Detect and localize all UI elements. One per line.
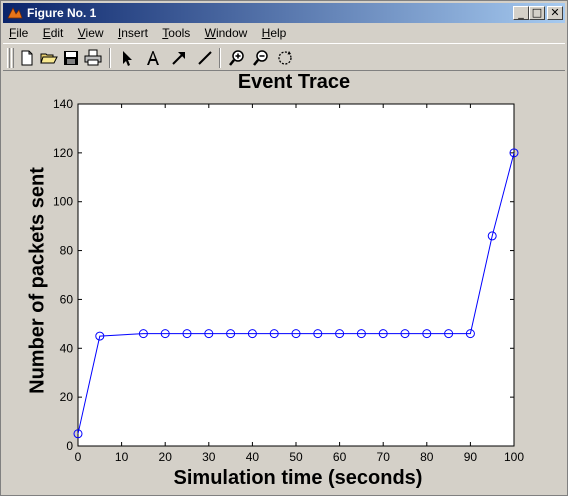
y-tick-label: 140 [53,97,73,111]
menu-tools-rest: ools [168,26,191,40]
x-tick-label: 90 [464,450,478,464]
data-point [138,329,148,339]
save-icon[interactable] [61,48,81,68]
x-tick-label: 70 [377,450,391,464]
menu-edit-rest: dit [50,26,64,40]
menu-window-rest: indow [215,26,248,40]
menu-help[interactable]: Help [261,26,287,40]
data-point [465,329,475,339]
x-tick-label: 50 [289,450,303,464]
data-point [247,329,257,339]
title-bar[interactable]: Figure No. 1 _ □ ✕ [3,3,565,23]
toolbar [3,43,565,71]
zoom-out-icon[interactable] [251,48,271,68]
y-tick-label: 100 [53,195,73,209]
x-tick-label: 40 [246,450,260,464]
x-tick-label: 60 [333,450,347,464]
data-point [335,329,345,339]
menu-file[interactable]: File [9,26,29,40]
menu-insert-rest: nsert [121,26,148,40]
plot-title: Event Trace [237,71,351,93]
matlab-logo-icon [7,7,23,19]
data-point [378,329,388,339]
data-point [73,429,83,439]
window-title: Figure No. 1 [27,6,97,20]
data-point [487,231,497,241]
y-tick-label: 80 [60,244,74,258]
data-point [269,329,279,339]
data-point [444,329,454,339]
arrow-icon[interactable] [169,48,189,68]
plot-svg: 0 10 20 30 40 50 60 70 80 90 100 0 20 40 60 80 100 120 140 [53,97,524,464]
figure-canvas: 0 10 20 30 40 50 60 70 80 90 100 0 20 40 60 80 100 120 140… [3,71,565,493]
x-tick-label: 100 [504,450,524,464]
x-tick-label: 0 [75,450,82,464]
menu-view[interactable]: View [77,26,104,40]
data-point [422,329,432,339]
zoom-in-icon[interactable] [227,48,247,68]
x-tick-label: 10 [115,450,129,464]
menu-view-rest: iew [85,26,104,40]
text-icon[interactable] [143,48,163,68]
y-tick-label: 0 [66,439,73,453]
maximize-button[interactable]: □ [529,6,545,20]
close-button[interactable]: ✕ [547,6,563,20]
toolbar-separator-2 [219,48,221,68]
menu-edit[interactable]: Edit [42,26,64,40]
axis-ticks: 0 10 20 30 40 50 60 70 80 90 100 0 20 40 60 80 100 120 140 [53,97,524,464]
menu-tools[interactable]: Tools [162,26,191,40]
data-point [509,148,519,158]
pointer-icon[interactable] [117,48,137,68]
x-axis-label: Simulation time (seconds) [173,467,423,489]
rotate-icon[interactable] [275,48,295,68]
minimize-button[interactable]: _ [513,6,529,20]
menu-insert[interactable]: Insert [117,26,148,40]
data-point [226,329,236,339]
new-file-icon[interactable] [17,48,37,68]
data-point [313,329,323,339]
menu-bar: File Edit View Insert Tools Window Help [3,24,565,42]
plot-area [77,103,515,447]
x-tick-label: 20 [159,450,173,464]
menu-window[interactable]: Window [204,26,248,40]
line-icon[interactable] [195,48,215,68]
y-tick-label: 20 [60,390,74,404]
x-tick-label: 80 [420,450,434,464]
y-tick-label: 60 [60,292,74,306]
toolbar-separator [109,48,111,68]
open-folder-icon[interactable] [39,48,59,68]
data-point [204,329,214,339]
toolbar-grip[interactable] [7,48,10,68]
x-tick-label: 30 [202,450,216,464]
data-point [356,329,366,339]
data-point [182,329,192,339]
toolbar-grip-2[interactable] [11,48,14,68]
y-tick-label: 40 [60,341,74,355]
data-point [291,329,301,339]
data-point [400,329,410,339]
print-icon[interactable] [83,48,103,68]
data-series [73,148,519,439]
data-point [160,329,170,339]
menu-help-rest: elp [270,26,287,40]
y-tick-label: 120 [53,146,73,160]
menu-file-rest: ile [16,26,29,40]
y-axis-label: Number of packets sent [26,167,49,394]
data-point [95,331,105,341]
